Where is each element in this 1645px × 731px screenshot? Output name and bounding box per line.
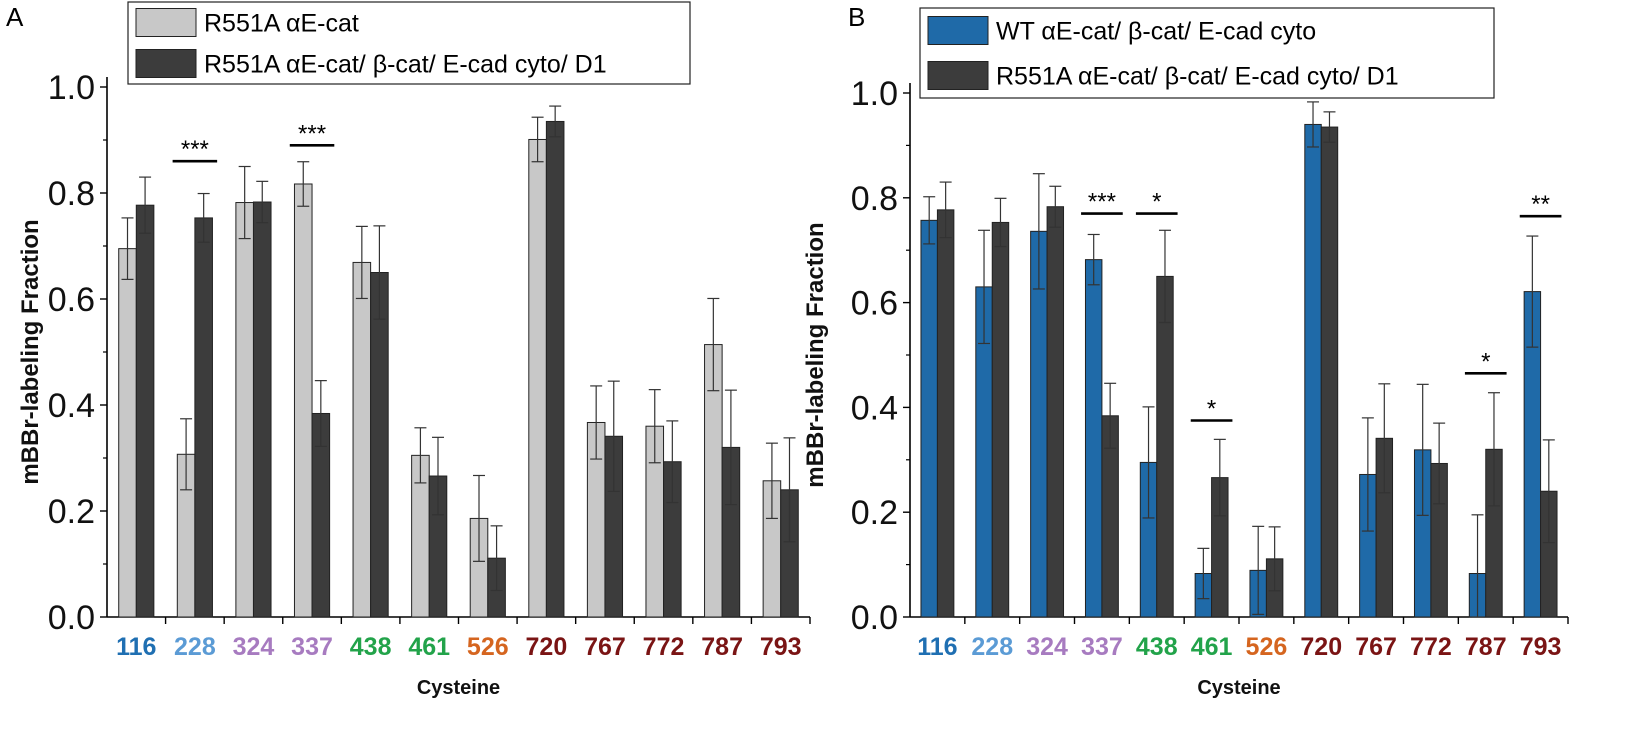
significance-label: ***: [181, 136, 209, 163]
y-axis-label: mBBr-labeling Fraction: [802, 222, 829, 487]
x-tick-label: 767: [584, 633, 626, 661]
x-tick-label: 228: [174, 633, 216, 661]
legend-box: [919, 7, 1495, 99]
bar-series-1: [1304, 123, 1322, 618]
bar-series-2: [135, 204, 155, 618]
bar-series-2: [1046, 206, 1065, 618]
significance-label: **: [1531, 191, 1550, 218]
legend-label-2: R551A αE-cat/ β-cat/ E-cad cyto/ D1: [996, 63, 1399, 91]
y-tick-label: 0.6: [851, 285, 898, 323]
x-tick-label: 772: [1410, 633, 1452, 661]
x-tick-label: 438: [350, 633, 392, 661]
x-tick-label: 787: [701, 633, 743, 661]
legend-label-1: WT αE-cat/ β-cat/ E-cad cyto: [996, 18, 1316, 46]
x-tick-label: 116: [116, 633, 156, 661]
x-tick-label: 787: [1465, 633, 1507, 661]
x-axis-label: Cysteine: [417, 677, 500, 699]
bar-series-1: [293, 183, 313, 618]
y-tick-label: 0.6: [48, 281, 95, 319]
legend-swatch-2: [135, 49, 197, 78]
x-axis-label: Cysteine: [1197, 677, 1280, 699]
x-tick-label: 228: [971, 633, 1013, 661]
chart-panel-b: 0.0 0.2 0.4 0.6 0.8 1.0 mBBr-labeling Fraction…: [802, 7, 1569, 699]
x-tick-label: 526: [1246, 633, 1288, 661]
bar-series-2: [991, 221, 1010, 618]
legend-swatch-2: [927, 61, 989, 90]
significance-label: *: [1207, 396, 1216, 423]
legend-box: [127, 1, 691, 85]
bar-series-2: [1320, 126, 1339, 618]
x-tick-label: 461: [408, 633, 450, 661]
panel-label-a: A: [6, 2, 24, 32]
bar-series-1: [352, 261, 372, 618]
x-tick-label: 324: [233, 633, 275, 661]
bar-series-1: [1084, 259, 1103, 618]
x-tick-label: 720: [1300, 633, 1342, 661]
bar-series-2: [936, 209, 955, 618]
y-tick-label: 1.0: [48, 69, 95, 107]
y-tick-label: 1.0: [851, 75, 898, 113]
bar-series-1: [118, 248, 137, 618]
y-tick-label: 0.0: [851, 599, 898, 637]
legend-label-1: R551A αE-cat: [204, 10, 359, 38]
bar-series-2: [1156, 275, 1174, 618]
panel-label-b: B: [848, 2, 865, 32]
significance-label: ***: [298, 120, 326, 147]
y-axis-label: mBBr-labeling Fraction: [17, 219, 44, 484]
x-tick-label: 324: [1026, 633, 1068, 661]
y-tick-label: 0.2: [48, 493, 95, 531]
legend-swatch-1: [135, 8, 197, 37]
x-tick-label: 116: [917, 633, 957, 661]
x-tick-label: 793: [1520, 633, 1562, 661]
bar-series-1: [235, 202, 254, 618]
x-tick-label: 767: [1355, 633, 1397, 661]
x-tick-label: 772: [643, 633, 685, 661]
legend: WT αE-cat/ β-cat/ E-cad cyto R551A αE-cat…: [919, 7, 1495, 99]
bar-series-2: [252, 201, 272, 618]
bar-series-2: [370, 272, 389, 618]
legend: R551A αE-cat R551A αE-cat/ β-cat/ E-cad c…: [127, 1, 691, 85]
y-tick-label: 0.4: [48, 387, 95, 425]
y-tick-label: 0.8: [48, 175, 95, 213]
bar-series-1: [528, 138, 547, 618]
x-tick-label: 438: [1136, 633, 1178, 661]
x-tick-label: 526: [467, 633, 509, 661]
bar-series-2: [194, 217, 213, 618]
significance-label: *: [1152, 189, 1161, 216]
x-tick-label: 461: [1191, 633, 1233, 661]
y-tick-label: 0.8: [851, 180, 898, 218]
bar-series-1: [920, 219, 938, 618]
chart-panel-a: 0.0 0.2 0.4 0.6 0.8 1.0 mBBr-labeling Fraction…: [17, 1, 811, 699]
significance-label: *: [1481, 348, 1490, 375]
y-tick-label: 0.0: [48, 599, 95, 637]
legend-swatch-1: [927, 16, 989, 45]
y-tick-label: 0.2: [851, 494, 898, 532]
legend-label-2: R551A αE-cat/ β-cat/ E-cad cyto/ D1: [204, 51, 607, 79]
bar-series-2: [545, 120, 565, 618]
x-tick-label: 720: [526, 633, 568, 661]
x-tick-label: 793: [760, 633, 802, 661]
significance-label: ***: [1088, 189, 1116, 216]
x-tick-label: 337: [291, 633, 333, 661]
x-tick-label: 337: [1081, 633, 1123, 661]
y-tick-label: 0.4: [851, 389, 898, 427]
